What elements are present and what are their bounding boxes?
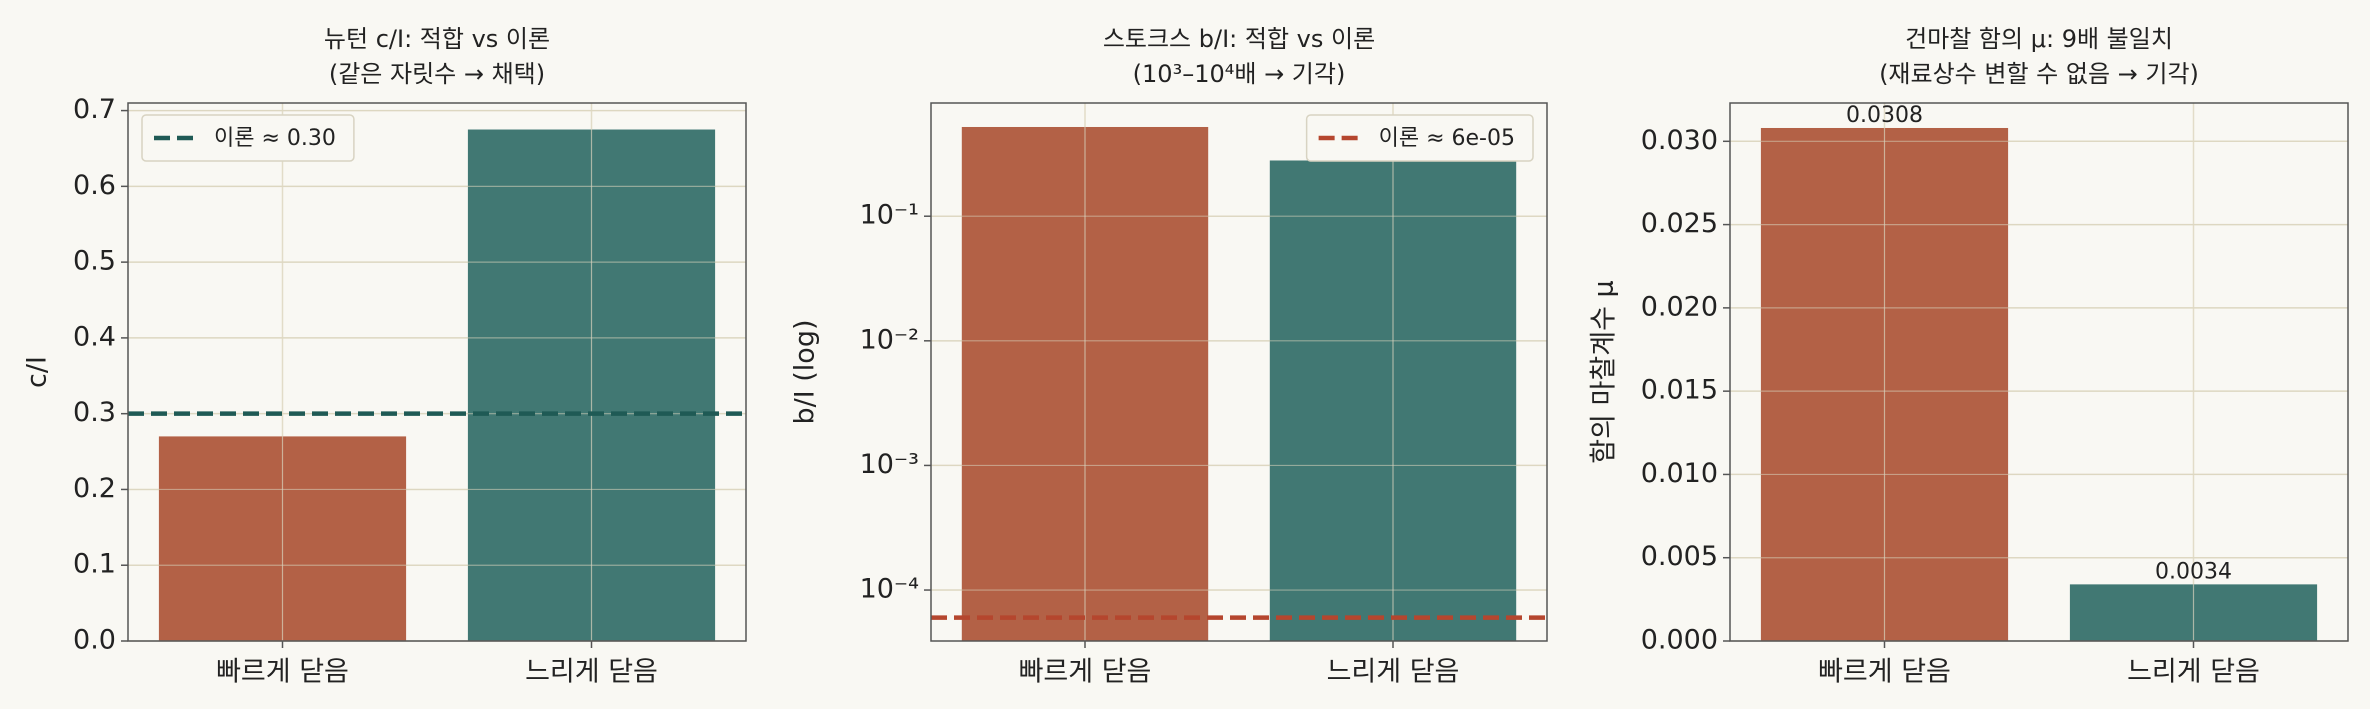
x-tick-label: 빠르게 닫음 [1818, 657, 1951, 688]
y-tick-label: 0.3 [73, 397, 116, 428]
y-tick-label: 0.000 [1641, 625, 1718, 656]
y-tick-label: 0.6 [73, 170, 116, 201]
subplot: 0.000 0.005 0.010 0.015 0.020 0.025 0.030 빠르게 닫… [1589, 25, 2349, 688]
chart-subtitle: (10³–10⁴배 → 기각) [1133, 60, 1346, 88]
x-tick-label: 빠르게 닫음 [1019, 657, 1152, 688]
subplot: 10⁻⁴ 10⁻³ 10⁻² 10⁻¹ 빠르게 닫음 느리게 닫음 이론 ≈ 6e-05 스토… [790, 25, 1548, 688]
chart-title: 건마찰 함의 μ: 9배 불일치 [1905, 25, 2173, 53]
y-tick-label: 0.015 [1641, 375, 1718, 406]
y-tick-label: 10⁻⁴ [860, 574, 919, 605]
y-tick-label: 10⁻² [860, 324, 919, 355]
data-label: 0.0308 [1846, 103, 1923, 128]
chart-title: 뉴턴 c/I: 적합 vs 이론 [324, 25, 550, 53]
x-tick-label: 빠르게 닫음 [216, 657, 349, 688]
legend-label: 이론 ≈ 0.30 [214, 126, 336, 151]
legend: 이론 ≈ 6e-05 [1305, 114, 1534, 162]
data-label: 0.0034 [2155, 559, 2232, 584]
x-tick-label: 느리게 닫음 [1327, 657, 1460, 688]
y-axis-label: b/I (log) [790, 319, 821, 424]
chart-title: 스토크스 b/I: 적합 vs 이론 [1103, 25, 1375, 53]
y-tick-label: 0.5 [73, 246, 116, 277]
axes-frame [1729, 102, 2349, 642]
y-tick-label: 0.010 [1641, 458, 1718, 489]
y-tick-label: 0.7 [73, 94, 116, 125]
chart-subtitle: (같은 자릿수 → 채택) [329, 60, 545, 88]
legend-label: 이론 ≈ 6e-05 [1379, 126, 1515, 151]
legend: 이론 ≈ 0.30 [141, 114, 355, 162]
y-tick-label: 0.005 [1641, 541, 1718, 572]
axes-frame [930, 102, 1548, 642]
axes-frame [127, 102, 747, 642]
y-tick-label: 0.1 [73, 549, 116, 580]
y-tick-label: 0.4 [73, 321, 116, 352]
y-tick-label: 0.025 [1641, 208, 1718, 239]
x-tick-label: 느리게 닫음 [525, 657, 658, 688]
y-tick-label: 0.030 [1641, 125, 1718, 156]
chart-subtitle: (재료상수 변할 수 없음 → 기각) [1879, 60, 2199, 88]
y-tick-label: 10⁻¹ [860, 200, 919, 231]
y-tick-label: 0.2 [73, 473, 116, 504]
legend-box [141, 114, 355, 162]
x-tick-label: 느리게 닫음 [2127, 657, 2260, 688]
subplot: 0.0 0.1 0.2 0.3 0.4 0.5 0.6 0.7 빠르게 닫음 느리게 닫음 이론 ≈… [22, 25, 747, 688]
y-tick-label: 10⁻³ [860, 449, 919, 480]
y-axis-label: c/I [22, 356, 53, 388]
y-axis-label: 함의 마찰계수 μ [1589, 280, 1620, 463]
legend-box [1305, 114, 1534, 162]
y-tick-label: 0.020 [1641, 291, 1718, 322]
y-tick-label: 0.0 [73, 625, 116, 656]
